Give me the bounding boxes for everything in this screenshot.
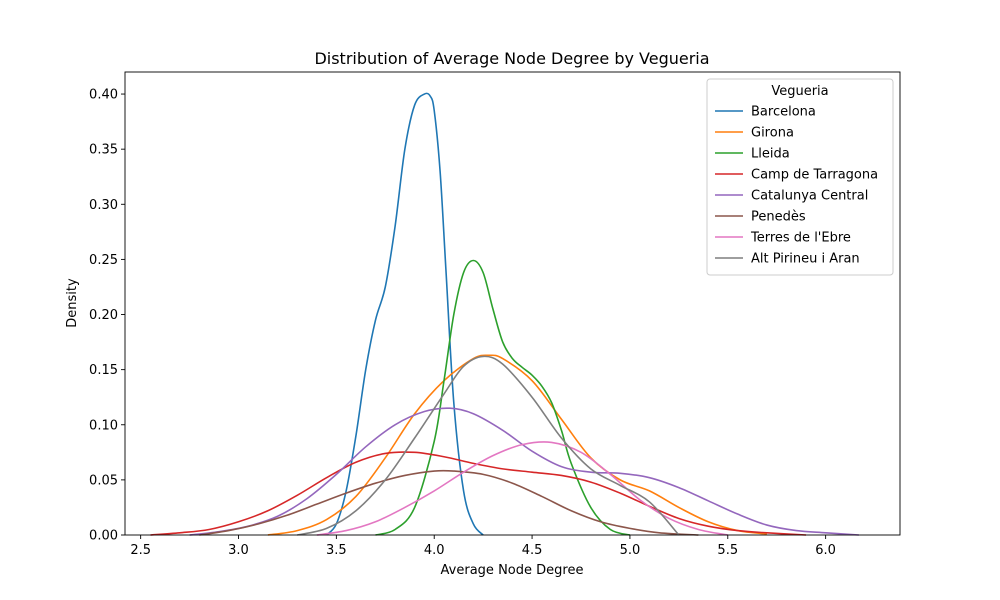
legend: Vegueria Barcelona Girona Lleida Camp de Tar… xyxy=(706,78,894,276)
y-tick-label: 0.05 xyxy=(89,473,118,488)
legend-title: Vegueria xyxy=(771,84,828,99)
chart-title: Distribution of Average Node Degree by V… xyxy=(314,49,709,68)
legend-label-4: Catalunya Central xyxy=(751,189,868,204)
series-line-3 xyxy=(150,451,807,536)
legend-label-0: Barcelona xyxy=(751,105,816,120)
series-line-1 xyxy=(267,354,768,536)
legend-label-2: Lleida xyxy=(751,147,790,162)
legend-label-5: Penedès xyxy=(751,210,806,225)
x-axis-label: Average Node Degree xyxy=(441,563,584,578)
legend-label-6: Terres de l'Ebre xyxy=(750,231,851,246)
legend-label-3: Camp de Tarragona xyxy=(751,168,878,183)
x-tick-label: 3.5 xyxy=(326,543,347,558)
y-tick-label: 0.10 xyxy=(89,418,118,433)
legend-label-7: Alt Pirineu i Aran xyxy=(751,252,860,267)
y-axis-label: Density xyxy=(65,278,80,328)
x-tick-label: 5.0 xyxy=(620,543,641,558)
y-tick-label: 0.00 xyxy=(89,529,118,544)
y-tick-label: 0.30 xyxy=(89,198,118,213)
axes-layer: 2.5 3.0 3.5 4.0 4.5 5.0 5.5 6.0 0.00 0.05 0.10 0.15… xyxy=(89,71,901,558)
x-tick-label: 3.0 xyxy=(228,543,249,558)
x-tick-label: 6.0 xyxy=(815,543,836,558)
series-line-4 xyxy=(189,407,859,536)
curves-layer xyxy=(150,92,859,536)
y-tick-label: 0.25 xyxy=(89,253,118,268)
x-tick-label: 4.0 xyxy=(424,543,445,558)
y-tick-label: 0.20 xyxy=(89,308,118,323)
series-line-2 xyxy=(375,259,631,536)
legend-box xyxy=(706,78,894,276)
y-tick-label: 0.15 xyxy=(89,363,118,378)
y-tick-label: 0.35 xyxy=(89,143,118,158)
series-line-7 xyxy=(297,355,680,536)
series-line-0 xyxy=(325,92,484,536)
x-tick-label: 2.5 xyxy=(130,543,151,558)
y-tick-label: 0.40 xyxy=(89,88,118,103)
legend-label-1: Girona xyxy=(751,126,794,141)
x-tick-label: 4.5 xyxy=(522,543,543,558)
plot-frame xyxy=(124,71,901,536)
x-tick-label: 5.5 xyxy=(717,543,738,558)
series-line-5 xyxy=(199,469,699,536)
